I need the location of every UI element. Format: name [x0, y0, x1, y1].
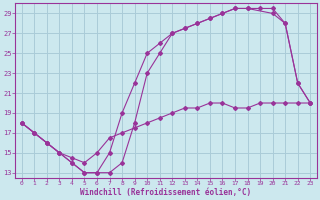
X-axis label: Windchill (Refroidissement éolien,°C): Windchill (Refroidissement éolien,°C)	[80, 188, 252, 197]
